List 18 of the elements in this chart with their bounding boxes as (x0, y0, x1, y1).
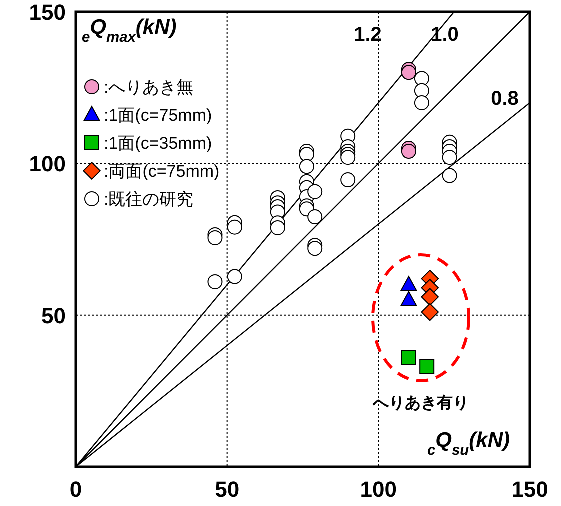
y-tick-label: 150 (29, 0, 66, 25)
legend-label: :両面(c=75mm) (104, 162, 220, 181)
x-tick-label: 100 (360, 477, 398, 502)
y-tick-label: 50 (42, 303, 66, 328)
x-axis-title: $_{c}$Q$_{su}$(kN) (428, 429, 510, 459)
legend-label: :へりあき無 (104, 78, 194, 97)
annotation: 1.0 (431, 24, 459, 46)
annotation: 1.2 (354, 24, 382, 46)
legend-label: :1面(c=35mm) (104, 134, 212, 153)
annotation: 0.8 (491, 88, 519, 110)
annotation: へりあき有り (372, 394, 469, 412)
y-tick-label: 100 (29, 152, 66, 177)
x-tick-label: 150 (512, 477, 548, 502)
legend-label: :1面(c=75mm) (104, 106, 212, 125)
x-tick-label: 0 (70, 477, 82, 502)
x-tick-label: 50 (215, 477, 240, 502)
legend-label: :既往の研究 (104, 190, 194, 209)
y-axis-title: $_{e}$Q$_{max}$(kN) (82, 16, 177, 46)
